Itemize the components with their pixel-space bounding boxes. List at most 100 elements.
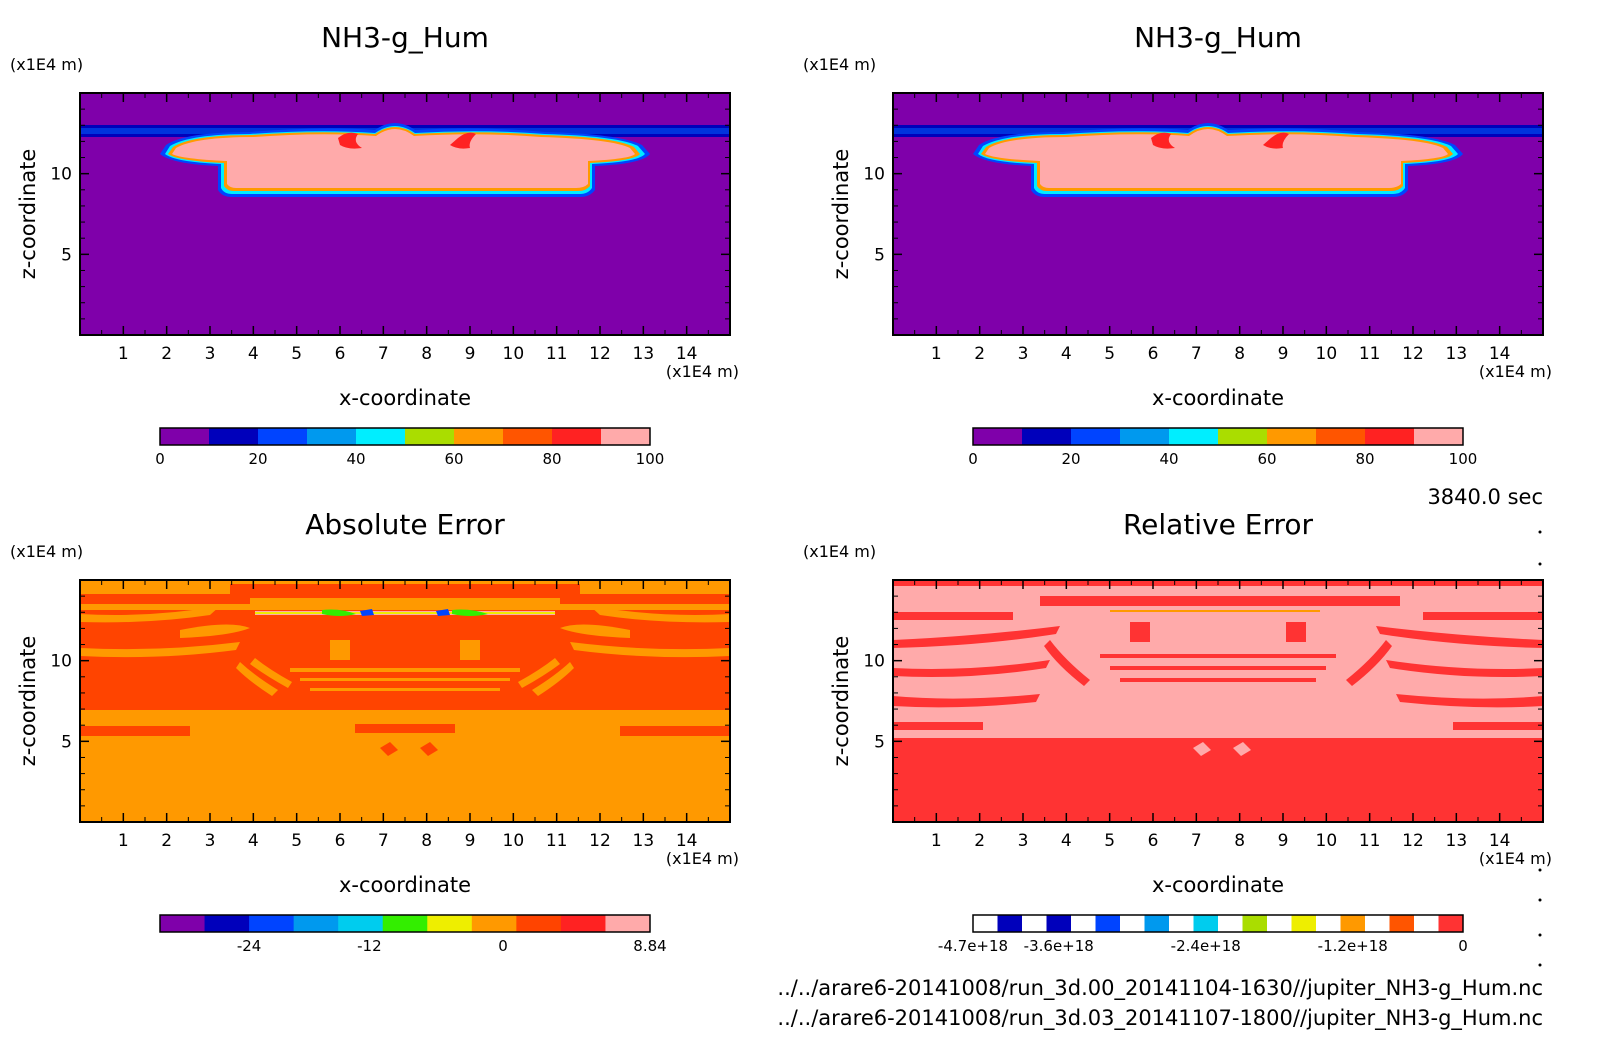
xtick-label: 11 [546,344,568,364]
xtick-label: 6 [1148,831,1159,851]
colorbar-swatch [1071,428,1121,445]
colorbar-frame [972,427,1464,446]
colorbar-label: -12 [357,937,382,955]
ytick-label: 10 [863,165,885,185]
panel-1-yunit: (x1E4 m) [10,55,83,74]
colorbar-label: 100 [1449,450,1478,468]
colorbar-swatch [1267,428,1317,445]
panel-4-yunit: (x1E4 m) [803,542,876,561]
xtick-label: 4 [1061,831,1072,851]
panel-2: NH3-g_Hum (x1E4 m) 1 2 3 4 5 6 7 8 9 10 11 12 13 1451… [803,21,1552,468]
panel-3: Absolute Error (x1E4 m) [10,508,739,955]
xtick-label: 3 [205,344,216,364]
panel-4: Relative Error (x1E4 m) [803,508,1552,955]
xtick-label: 8 [1234,344,1245,364]
colorbar-swatch [307,428,357,445]
panel-1: NH3-g_Hum (x1E4 m) 1 2 3 4 5 6 7 8 9 10 11 12 13 1451… [10,21,739,468]
colorbar-swatch [471,915,517,932]
panel-2-plot [893,93,1543,335]
xtick-label: 3 [1018,831,1029,851]
xtick-label: 3 [205,831,216,851]
xtick-label: 2 [161,344,172,364]
colorbar-label: 100 [636,450,665,468]
xtick-label: 9 [465,831,476,851]
colorbar-label: 40 [346,450,365,468]
xtick-label: 10 [503,344,525,364]
xtick-label: 2 [161,831,172,851]
footer-path-2: ../../arare6-20141008/run_3d.03_20141107… [777,1006,1543,1031]
colorbar-swatch [454,428,504,445]
xtick-label: 5 [1104,344,1115,364]
panel-1-plot [80,93,730,335]
colorbar-swatch [1242,915,1268,932]
xtick-label: 6 [335,344,346,364]
panel-2-xunit: (x1E4 m) [1479,362,1552,381]
colorbar-swatch [1095,915,1121,932]
xtick-label: 11 [1359,344,1381,364]
xtick-label: 14 [1489,831,1511,851]
colorbar-label: -24 [237,937,262,955]
xtick-label: 2 [974,344,985,364]
xtick-label: 1 [931,344,942,364]
xtick-label: 1 [118,831,129,851]
colorbar-swatch [503,428,553,445]
colorbar-swatch [1414,915,1439,932]
panel-4-ylabel: z-coordinate [829,636,853,767]
colorbar-label: -4.7e+18 [938,937,1008,955]
xtick-label: 11 [1359,831,1381,851]
colorbar-swatch [249,915,295,932]
colorbar-swatch [1316,428,1366,445]
panel-1-xunit: (x1E4 m) [666,362,739,381]
xtick-label: 1 [118,344,129,364]
colorbar-swatch [1022,428,1072,445]
xtick-label: 12 [589,344,611,364]
colorbar-swatch [1169,428,1219,445]
xtick-label: 9 [465,344,476,364]
colorbar-swatch [1022,915,1047,932]
footer-path-1: ../../arare6-20141008/run_3d.00_20141104… [777,976,1543,1001]
colorbar-swatch [1438,915,1464,932]
panel-4-xunit: (x1E4 m) [1479,849,1552,868]
xtick-label: 5 [291,831,302,851]
panel-2-yunit: (x1E4 m) [803,55,876,74]
colorbar-swatch [1144,915,1170,932]
colorbar-swatch [1316,915,1341,932]
xtick-label: 14 [676,344,698,364]
colorbar-swatch [1193,915,1219,932]
colorbar-label: -2.4e+18 [1171,937,1241,955]
ytick-label: 5 [874,245,885,265]
colorbar-swatch [1218,915,1243,932]
xtick-label: 4 [1061,344,1072,364]
panel-3-plot [80,580,730,822]
panel-2-xlabel: x-coordinate [1152,386,1284,410]
xtick-label: 8 [421,831,432,851]
xtick-label: 7 [1191,831,1202,851]
colorbar-label: 80 [542,450,561,468]
colorbar-frame [159,427,651,446]
colorbar-swatch [160,428,210,445]
colorbar-swatch [1120,428,1170,445]
colorbar-frame [972,914,1464,933]
ytick-label: 10 [50,165,72,185]
xtick-label: 5 [1104,831,1115,851]
ytick-label: 5 [874,732,885,752]
colorbar-label: 8.84 [633,937,666,955]
colorbar-swatch [1046,915,1072,932]
panel-1-colorbar: 0 20 40 60 80 100 [155,427,665,468]
xtick-label: 12 [1402,344,1424,364]
xtick-label: 7 [378,831,389,851]
colorbar-label: 20 [248,450,267,468]
panel-3-colorbar: -24 -12 0 8.84 [159,914,667,955]
xtick-label: 9 [1278,831,1289,851]
panel-2-title: NH3-g_Hum [1134,21,1302,54]
colorbar-label: 60 [1257,450,1276,468]
panel-4-colorbar: -4.7e+18 -3.6e+18 -2.4e+18 -1.2e+18 0 [938,914,1468,955]
panel-3-ylabel: z-coordinate [16,636,40,767]
panel-3-xlabel: x-coordinate [339,873,471,897]
xtick-label: 11 [546,831,568,851]
xtick-label: 4 [248,344,259,364]
colorbar-swatch [1414,428,1464,445]
colorbar-swatch [382,915,428,932]
